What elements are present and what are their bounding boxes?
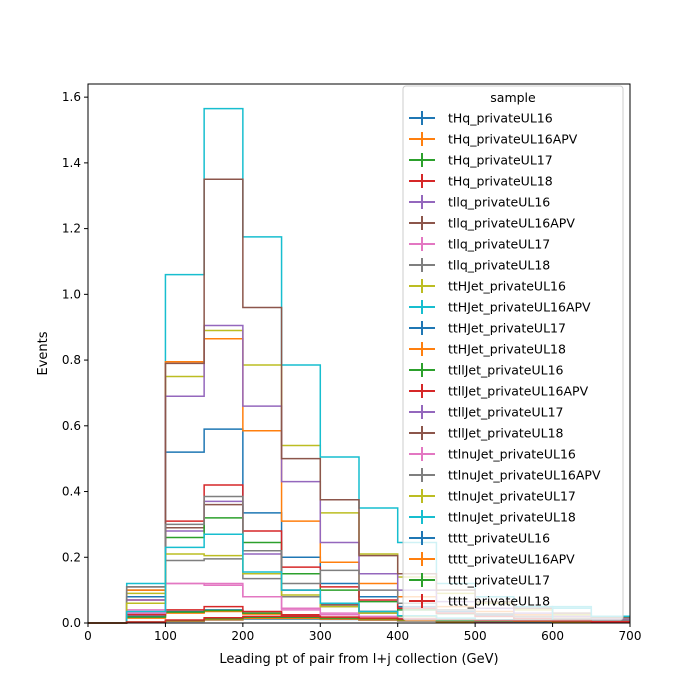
legend-item: ttllJet_privateUL18 <box>409 426 564 441</box>
legend-label: tHq_privateUL18 <box>448 174 553 189</box>
legend-label: ttllJet_privateUL17 <box>448 405 564 420</box>
legend-label: tHq_privateUL16APV <box>448 132 578 147</box>
legend-item: tttt_privateUL18 <box>409 594 550 609</box>
legend-item: tHq_privateUL16 <box>409 111 553 126</box>
y-tick-label: 0.2 <box>62 550 81 564</box>
legend-box <box>402 85 624 621</box>
legend-label: ttlnuJet_privateUL17 <box>448 489 576 504</box>
legend-item: tllq_privateUL16APV <box>409 216 575 231</box>
legend-item: tllq_privateUL18 <box>409 258 550 273</box>
legend-item: ttlnuJet_privateUL18 <box>409 510 576 525</box>
legend-item: ttlnuJet_privateUL17 <box>409 489 576 504</box>
legend-label: ttllJet_privateUL16 <box>448 363 564 378</box>
x-tick-label: 600 <box>541 629 564 643</box>
y-tick-label: 0.6 <box>62 419 81 433</box>
x-tick-label: 100 <box>154 629 177 643</box>
legend-label: tllq_privateUL16 <box>448 195 550 210</box>
y-tick-label: 0.0 <box>62 616 81 630</box>
legend-item: tllq_privateUL16 <box>409 195 550 210</box>
x-tick-label: 300 <box>309 629 332 643</box>
y-axis: 0.0 0.2 0.4 0.6 0.8 1.0 1.2 1.4 1.6 <box>62 90 88 630</box>
legend-item: ttHJet_privateUL16 <box>409 279 566 294</box>
legend-label: tHq_privateUL16 <box>448 111 553 126</box>
legend-item: ttHJet_privateUL18 <box>409 342 566 357</box>
legend-label: tllq_privateUL17 <box>448 237 550 252</box>
x-axis-label: Leading pt of pair from l+j collection (… <box>219 652 498 667</box>
plot-frame <box>87 83 631 624</box>
legend-label: tttt_privateUL17 <box>448 573 550 588</box>
x-tick-label: 200 <box>231 629 254 643</box>
legend-label: ttllJet_privateUL18 <box>448 426 564 441</box>
legend-label: tllq_privateUL16APV <box>448 216 575 231</box>
y-tick-label: 0.4 <box>62 485 81 499</box>
y-tick-label: 1.4 <box>62 156 81 170</box>
legend-label: ttHJet_privateUL17 <box>448 321 566 336</box>
legend-label: tttt_privateUL18 <box>448 594 550 609</box>
y-tick-label: 1.2 <box>62 222 81 236</box>
series-line-23 <box>88 615 630 624</box>
legend-label: tHq_privateUL17 <box>448 153 553 168</box>
legend-item: tHq_privateUL16APV <box>409 132 578 147</box>
legend-item: ttHJet_privateUL17 <box>409 321 566 336</box>
legend-label: ttlnuJet_privateUL16 <box>448 447 576 462</box>
x-tick-label: 0 <box>84 629 92 643</box>
legend-label: ttHJet_privateUL16APV <box>448 300 591 315</box>
legend-label: ttlnuJet_privateUL16APV <box>448 468 601 483</box>
legend-label: tllq_privateUL18 <box>448 258 550 273</box>
legend-item: ttllJet_privateUL16 <box>409 363 564 378</box>
legend-title: sample <box>490 90 536 105</box>
legend-item: ttllJet_privateUL17 <box>409 405 564 420</box>
legend-item: ttllJet_privateUL16APV <box>409 384 589 399</box>
x-tick-label: 500 <box>464 629 487 643</box>
legend-item: ttlnuJet_privateUL16 <box>409 447 576 462</box>
x-axis: 0 100 200 300 400 500 600 700 <box>84 623 641 643</box>
legend-item: tHq_privateUL17 <box>409 153 553 168</box>
y-axis-label: Events <box>36 331 51 375</box>
legend-item: ttlnuJet_privateUL16APV <box>409 468 601 483</box>
legend-label: tttt_privateUL16APV <box>448 552 575 567</box>
legend-label: ttlnuJet_privateUL18 <box>448 510 576 525</box>
y-tick-label: 1.6 <box>62 90 81 104</box>
legend-item: tttt_privateUL16 <box>409 531 550 546</box>
legend-label: tttt_privateUL16 <box>448 531 550 546</box>
y-tick-label: 1.0 <box>62 287 81 301</box>
x-tick-label: 700 <box>619 629 642 643</box>
legend-item: tttt_privateUL17 <box>409 573 550 588</box>
legend-item: ttHJet_privateUL16APV <box>409 300 591 315</box>
legend: sample tHq_privateUL16 tHq_privateUL16APVt… <box>402 85 624 621</box>
legend-item: tHq_privateUL18 <box>409 174 553 189</box>
legend-label: ttHJet_privateUL16 <box>448 279 566 294</box>
legend-item: tttt_privateUL16APV <box>409 552 575 567</box>
legend-label: ttllJet_privateUL16APV <box>448 384 589 399</box>
y-tick-label: 0.8 <box>62 353 81 367</box>
legend-item: tllq_privateUL17 <box>409 237 550 252</box>
legend-label: ttHJet_privateUL18 <box>448 342 566 357</box>
x-tick-label: 400 <box>386 629 409 643</box>
